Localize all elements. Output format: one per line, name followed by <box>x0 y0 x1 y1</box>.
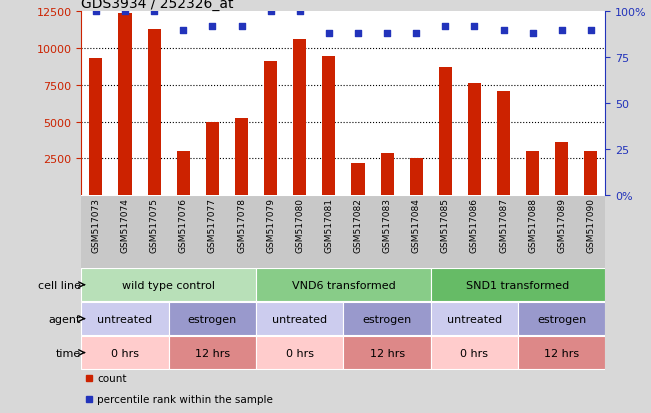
Point <box>90 9 101 16</box>
Text: count: count <box>97 373 126 383</box>
FancyBboxPatch shape <box>344 303 431 335</box>
Point <box>382 31 393 38</box>
Text: percentile rank within the sample: percentile rank within the sample <box>97 394 273 404</box>
Bar <box>206 123 219 196</box>
Text: GSM517087: GSM517087 <box>499 198 508 253</box>
FancyBboxPatch shape <box>256 269 431 301</box>
Text: estrogen: estrogen <box>187 314 237 324</box>
Text: wild type control: wild type control <box>122 280 215 290</box>
FancyBboxPatch shape <box>431 269 605 301</box>
Point <box>266 9 276 16</box>
Point <box>120 9 130 16</box>
Text: estrogen: estrogen <box>363 314 411 324</box>
Point <box>557 27 567 34</box>
Text: cell line: cell line <box>38 280 81 290</box>
Bar <box>89 59 102 196</box>
FancyBboxPatch shape <box>344 337 431 369</box>
Text: GSM517081: GSM517081 <box>324 198 333 253</box>
Text: GSM517075: GSM517075 <box>150 198 159 253</box>
Point <box>527 31 538 38</box>
Text: GSM517080: GSM517080 <box>296 198 304 253</box>
FancyBboxPatch shape <box>431 337 518 369</box>
FancyBboxPatch shape <box>81 337 169 369</box>
Bar <box>322 57 335 196</box>
Text: SND1 transformed: SND1 transformed <box>467 280 570 290</box>
Text: untreated: untreated <box>98 314 152 324</box>
Point <box>236 24 247 31</box>
FancyBboxPatch shape <box>256 337 344 369</box>
Bar <box>235 119 248 196</box>
Point <box>207 24 217 31</box>
FancyBboxPatch shape <box>518 303 605 335</box>
Text: GSM517079: GSM517079 <box>266 198 275 253</box>
Text: GSM517089: GSM517089 <box>557 198 566 253</box>
Bar <box>555 143 568 196</box>
Text: GSM517090: GSM517090 <box>587 198 596 253</box>
Point <box>149 9 159 16</box>
Text: 12 hrs: 12 hrs <box>370 348 405 358</box>
Text: estrogen: estrogen <box>537 314 587 324</box>
FancyBboxPatch shape <box>81 269 256 301</box>
Text: 12 hrs: 12 hrs <box>195 348 230 358</box>
Text: GSM517074: GSM517074 <box>120 198 130 253</box>
Text: VND6 transformed: VND6 transformed <box>292 280 395 290</box>
FancyBboxPatch shape <box>169 303 256 335</box>
Bar <box>176 152 190 196</box>
Text: GDS3934 / 252326_at: GDS3934 / 252326_at <box>81 0 234 12</box>
Text: GSM517085: GSM517085 <box>441 198 450 253</box>
Text: 12 hrs: 12 hrs <box>544 348 579 358</box>
Text: GSM517083: GSM517083 <box>383 198 391 253</box>
FancyBboxPatch shape <box>81 303 169 335</box>
Bar <box>264 62 277 196</box>
Bar <box>148 30 161 196</box>
Bar <box>293 40 306 196</box>
Point <box>294 9 305 16</box>
Point <box>586 27 596 34</box>
Text: 0 hrs: 0 hrs <box>460 348 488 358</box>
Text: GSM517078: GSM517078 <box>237 198 246 253</box>
Bar <box>352 164 365 196</box>
Bar <box>468 84 481 196</box>
Text: GSM517077: GSM517077 <box>208 198 217 253</box>
Bar <box>526 152 539 196</box>
Text: GSM517084: GSM517084 <box>411 198 421 253</box>
Text: 0 hrs: 0 hrs <box>286 348 314 358</box>
Point <box>498 27 508 34</box>
FancyBboxPatch shape <box>518 337 605 369</box>
Point <box>324 31 334 38</box>
Text: GSM517086: GSM517086 <box>470 198 479 253</box>
Text: GSM517088: GSM517088 <box>528 198 537 253</box>
Point <box>411 31 421 38</box>
Bar <box>118 14 132 196</box>
Text: GSM517076: GSM517076 <box>179 198 187 253</box>
Bar <box>497 92 510 196</box>
FancyBboxPatch shape <box>431 303 518 335</box>
Point <box>469 24 480 31</box>
Point <box>440 24 450 31</box>
Point <box>353 31 363 38</box>
Text: untreated: untreated <box>447 314 502 324</box>
Text: agent: agent <box>48 314 81 324</box>
Bar <box>585 152 598 196</box>
Point <box>178 27 189 34</box>
Bar <box>381 153 394 196</box>
Text: 0 hrs: 0 hrs <box>111 348 139 358</box>
FancyBboxPatch shape <box>256 303 344 335</box>
Bar <box>409 159 422 196</box>
Text: untreated: untreated <box>272 314 327 324</box>
Text: time: time <box>55 348 81 358</box>
Text: GSM517082: GSM517082 <box>353 198 363 253</box>
Text: GSM517073: GSM517073 <box>91 198 100 253</box>
Bar <box>439 68 452 196</box>
FancyBboxPatch shape <box>169 337 256 369</box>
